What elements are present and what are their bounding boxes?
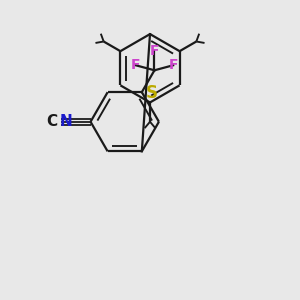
Text: F: F <box>168 58 178 72</box>
Text: N: N <box>59 114 72 129</box>
Text: F: F <box>131 58 140 72</box>
Text: S: S <box>145 84 157 102</box>
Text: C: C <box>46 114 57 129</box>
Text: F: F <box>150 44 159 58</box>
